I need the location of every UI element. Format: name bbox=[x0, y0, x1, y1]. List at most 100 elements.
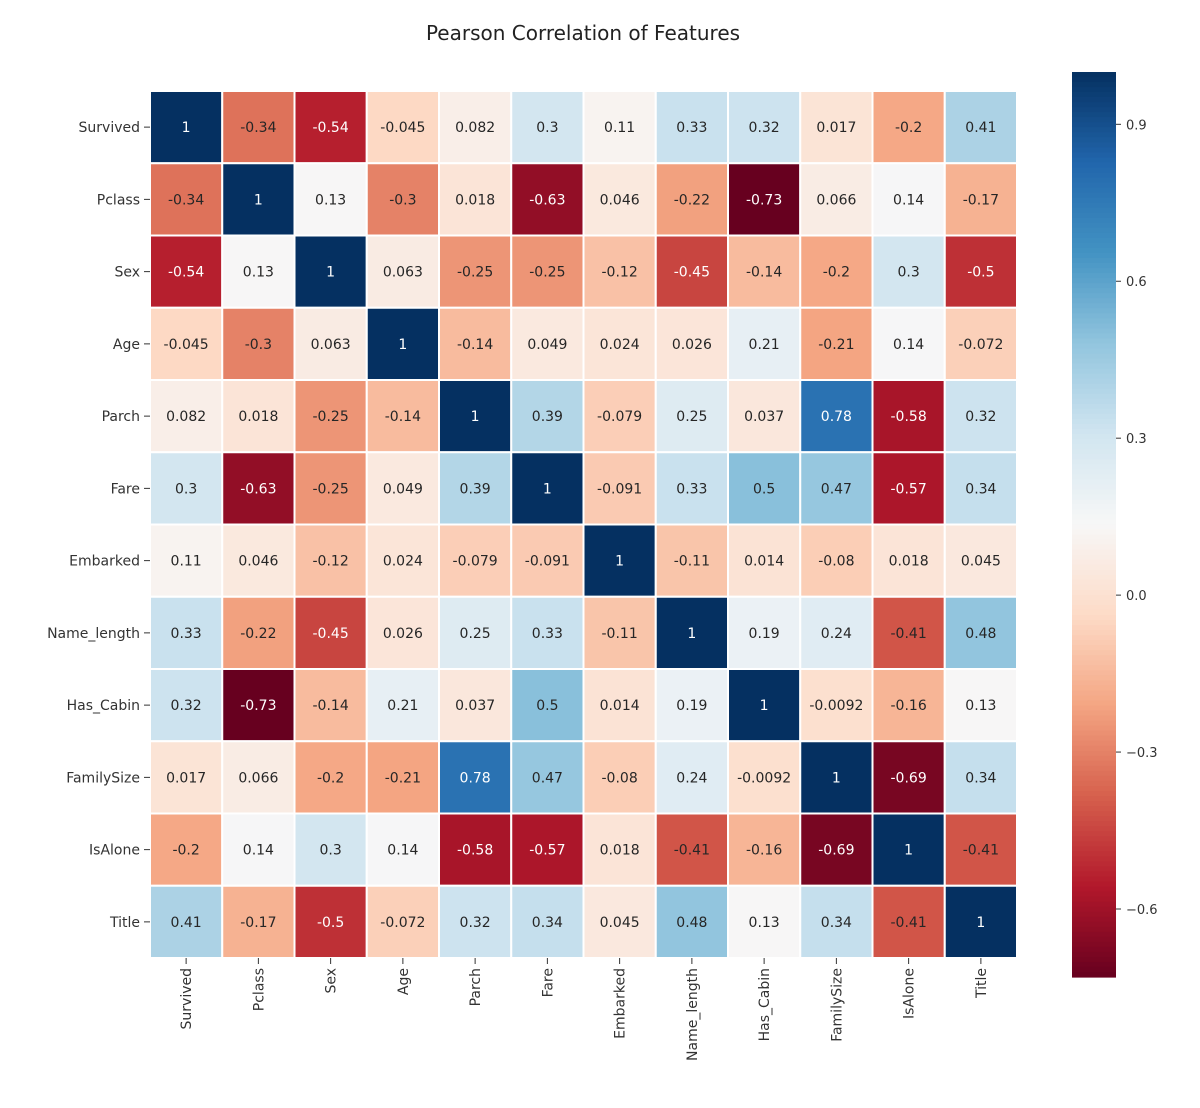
colorbar-segment bbox=[1072, 152, 1116, 159]
heatmap-cell bbox=[510, 812, 585, 887]
x-tick-label: Age bbox=[396, 968, 412, 995]
colorbar-segment bbox=[1072, 182, 1116, 189]
cell-annotation: 0.018 bbox=[455, 192, 495, 208]
heatmap-cell bbox=[438, 523, 513, 598]
colorbar-segment bbox=[1072, 434, 1116, 440]
y-tick-label: Survived bbox=[79, 120, 140, 136]
cell-annotation: 0.3 bbox=[536, 120, 558, 136]
cell-annotation: 0.13 bbox=[749, 915, 780, 931]
colorbar-segment bbox=[1072, 418, 1116, 425]
colorbar-segment bbox=[1072, 192, 1116, 199]
chart-title: Pearson Correlation of Features bbox=[426, 21, 740, 45]
cell-annotation: 0.045 bbox=[600, 915, 640, 931]
heatmap-cell bbox=[582, 740, 657, 815]
heatmap-cell bbox=[582, 595, 657, 670]
heatmap-cell bbox=[799, 306, 874, 381]
cell-annotation: 0.026 bbox=[672, 337, 712, 353]
colorbar-segment bbox=[1072, 635, 1116, 641]
cell-annotation: 0.14 bbox=[893, 337, 924, 353]
cell-annotation: 0.014 bbox=[744, 554, 784, 570]
cell-annotation: -0.14 bbox=[746, 265, 782, 281]
colorbar-segment bbox=[1072, 650, 1116, 656]
colorbar-segment bbox=[1072, 303, 1116, 309]
heatmap-cell bbox=[293, 595, 368, 670]
cell-annotation: 0.33 bbox=[171, 626, 202, 642]
colorbar-segment bbox=[1072, 157, 1116, 164]
cell-annotation: -0.54 bbox=[313, 120, 349, 136]
cell-annotation: 0.014 bbox=[600, 698, 640, 714]
cell-annotation: -0.5 bbox=[317, 915, 344, 931]
cell-annotation: 0.066 bbox=[816, 192, 856, 208]
colorbar-segment bbox=[1072, 132, 1116, 138]
colorbar-segment bbox=[1072, 544, 1116, 551]
colorbar-segment bbox=[1072, 806, 1116, 812]
heatmap-cell bbox=[221, 884, 296, 959]
cell-annotation: 0.33 bbox=[676, 481, 707, 497]
x-tick-label: Sex bbox=[324, 968, 340, 994]
cell-annotation: 0.037 bbox=[455, 698, 495, 714]
colorbar-segment bbox=[1072, 499, 1116, 505]
colorbar-segment bbox=[1072, 102, 1116, 108]
x-tick-label: Name_length bbox=[685, 968, 701, 1061]
cell-annotation: 0.48 bbox=[965, 626, 996, 642]
heatmap-cell bbox=[943, 884, 1018, 959]
colorbar-segment bbox=[1072, 142, 1116, 149]
colorbar-segment bbox=[1072, 966, 1116, 973]
colorbar-segment bbox=[1072, 117, 1116, 123]
heatmap-cell bbox=[510, 379, 585, 454]
cell-annotation: -0.22 bbox=[674, 192, 710, 208]
heatmap-cell bbox=[365, 451, 440, 526]
colorbar-segment bbox=[1072, 212, 1116, 219]
colorbar-segment bbox=[1072, 821, 1116, 827]
colorbar-segment bbox=[1072, 856, 1116, 862]
colorbar-segment bbox=[1072, 87, 1116, 93]
cell-annotation: -0.17 bbox=[240, 915, 276, 931]
x-tick-label: Embarked bbox=[613, 968, 629, 1039]
heatmap-cell bbox=[943, 451, 1018, 526]
cell-annotation: 0.063 bbox=[383, 265, 423, 281]
colorbar-segment bbox=[1072, 519, 1116, 526]
colorbar-segment bbox=[1072, 348, 1116, 355]
cell-annotation: -0.63 bbox=[529, 192, 565, 208]
cell-annotation: 0.024 bbox=[383, 554, 423, 570]
colorbar-segment bbox=[1072, 393, 1116, 400]
colorbar-segment bbox=[1072, 237, 1116, 244]
cell-annotation: -0.34 bbox=[168, 192, 204, 208]
colorbar-segment bbox=[1072, 217, 1116, 224]
cell-annotation: 0.21 bbox=[387, 698, 418, 714]
cell-annotation: -0.072 bbox=[958, 337, 1003, 353]
colorbar-segment bbox=[1072, 896, 1116, 903]
cell-annotation: 0.39 bbox=[460, 481, 491, 497]
cell-annotation: -0.079 bbox=[597, 409, 642, 425]
heatmap-cell bbox=[582, 884, 657, 959]
cell-annotation: 1 bbox=[976, 915, 985, 931]
heatmap-cell bbox=[727, 451, 802, 526]
colorbar-segment bbox=[1072, 660, 1116, 666]
colorbar-segment bbox=[1072, 263, 1116, 269]
heatmap-cell bbox=[943, 90, 1018, 165]
colorbar-segment bbox=[1072, 353, 1116, 360]
y-tick-label: IsAlone bbox=[89, 843, 140, 859]
x-tick-label: Title bbox=[974, 968, 990, 999]
colorbar-segment bbox=[1072, 790, 1116, 797]
heatmap-cell bbox=[149, 451, 224, 526]
colorbar-segment bbox=[1072, 383, 1116, 390]
y-tick-label: Embarked bbox=[69, 554, 140, 570]
heatmap-cell bbox=[438, 234, 513, 309]
cell-annotation: -0.58 bbox=[457, 843, 493, 859]
x-tick-label: IsAlone bbox=[902, 968, 918, 1019]
colorbar-segment bbox=[1072, 574, 1116, 581]
cell-annotation: 0.24 bbox=[821, 626, 852, 642]
colorbar-segment bbox=[1072, 836, 1116, 842]
heatmap-cell bbox=[654, 740, 729, 815]
heatmap-cell bbox=[871, 595, 946, 670]
colorbar-segment bbox=[1072, 951, 1116, 958]
colorbar-segment bbox=[1072, 956, 1116, 963]
cell-annotation: 0.39 bbox=[532, 409, 563, 425]
colorbar-segment bbox=[1072, 484, 1116, 490]
cell-annotation: 0.11 bbox=[171, 554, 202, 570]
cell-annotation: 0.32 bbox=[171, 698, 202, 714]
cell-annotation: 0.34 bbox=[965, 481, 996, 497]
colorbar-segment bbox=[1072, 398, 1116, 405]
colorbar-segment bbox=[1072, 524, 1116, 531]
